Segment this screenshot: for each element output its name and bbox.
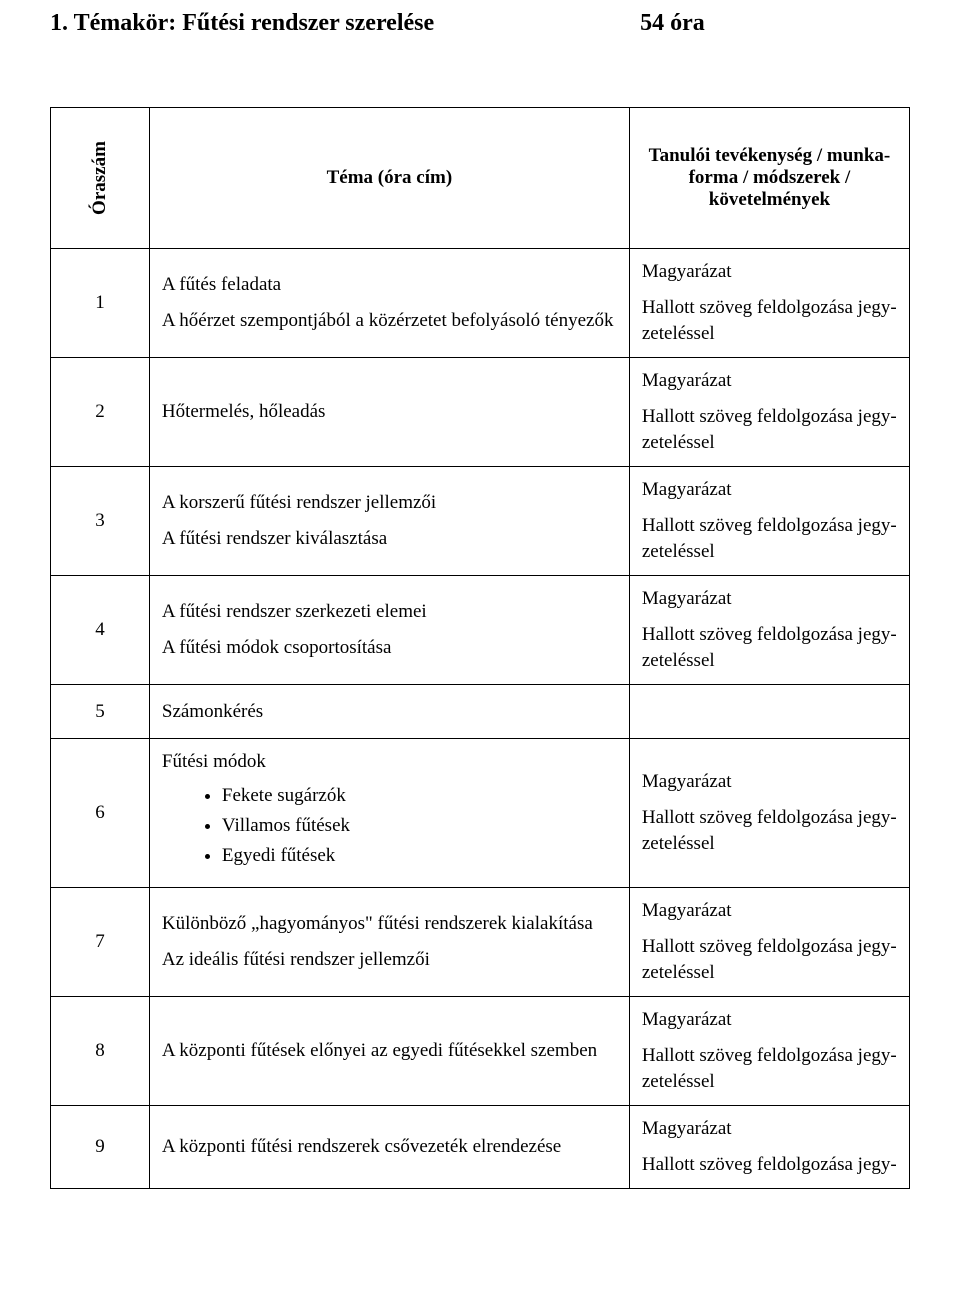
row-number: 2: [51, 358, 150, 467]
row-number: 3: [51, 467, 150, 576]
row-number: 8: [51, 997, 150, 1106]
row-tema: Különböző „hagyományos" fűtési rendszere…: [149, 888, 629, 997]
page-title: 1. Témakör: Fűtési rendszer szerelése 54…: [50, 10, 910, 37]
row-tema: A korszerű fűtési rendszer jellemzői A f…: [149, 467, 629, 576]
row-tema: Hőtermelés, hőleadás: [149, 358, 629, 467]
table-row: 3 A korszerű fűtési rendszer jellemzői A…: [51, 467, 910, 576]
table-row: 7 Különböző „hagyományos" fűtési rendsze…: [51, 888, 910, 997]
table-header-row: Óraszám Téma (óra cím) Tanulói tevékenys…: [51, 108, 910, 249]
row-tema: A fűtés feladata A hőérzet szempontjából…: [149, 249, 629, 358]
row-activity: Magyarázat Hallott szöveg feldolgozása j…: [629, 739, 909, 888]
table-row: 2 Hőtermelés, hőleadás Magyarázat Hallot…: [51, 358, 910, 467]
curriculum-table: Óraszám Téma (óra cím) Tanulói tevékenys…: [50, 107, 910, 1189]
header-tema: Téma (óra cím): [149, 108, 629, 249]
header-oraszam: Óraszám: [51, 108, 150, 249]
row-activity: Magyarázat Hallott szöveg feldolgozása j…: [629, 997, 909, 1106]
row-activity: Magyarázat Hallott szöveg feldolgozása j…: [629, 576, 909, 685]
row-activity: Magyarázat Hallott szöveg feldolgozása j…: [629, 467, 909, 576]
bullet-item: Egyedi fűtések: [222, 841, 617, 871]
row-number: 7: [51, 888, 150, 997]
table-row: 8 A központi fűtések előnyei az egyedi f…: [51, 997, 910, 1106]
header-tanuloi: Tanulói tevékenység / munka-forma / móds…: [629, 108, 909, 249]
title-left: 1. Témakör: Fűtési rendszer szerelése: [50, 10, 434, 36]
table-row: 5 Számonkérés: [51, 685, 910, 739]
table-row: 1 A fűtés feladata A hőérzet szempontjáb…: [51, 249, 910, 358]
row-number: 1: [51, 249, 150, 358]
row-activity: Magyarázat Hallott szöveg feldolgozása j…: [629, 249, 909, 358]
row-tema: Fűtési módok Fekete sugárzók Villamos fű…: [149, 739, 629, 888]
row-tema: A központi fűtési rendszerek csővezeték …: [149, 1106, 629, 1189]
table-row: 9 A központi fűtési rendszerek csővezeté…: [51, 1106, 910, 1189]
row-activity: Magyarázat Hallott szöveg feldolgozása j…: [629, 358, 909, 467]
row-number: 4: [51, 576, 150, 685]
bullet-item: Villamos fűtések: [222, 811, 617, 841]
table-row: 6 Fűtési módok Fekete sugárzók Villamos …: [51, 739, 910, 888]
row-number: 6: [51, 739, 150, 888]
row-tema: Számonkérés: [149, 685, 629, 739]
bullet-list: Fekete sugárzók Villamos fűtések Egyedi …: [162, 781, 617, 871]
row-activity: Magyarázat Hallott szöveg feldolgozása j…: [629, 888, 909, 997]
row-tema: A központi fűtések előnyei az egyedi fűt…: [149, 997, 629, 1106]
row-tema: A fűtési rendszer szerkezeti elemei A fű…: [149, 576, 629, 685]
bullet-item: Fekete sugárzók: [222, 781, 617, 811]
row-number: 9: [51, 1106, 150, 1189]
row-activity: Magyarázat Hallott szöveg feldolgozása j…: [629, 1106, 909, 1189]
table-row: 4 A fűtési rendszer szerkezeti elemei A …: [51, 576, 910, 685]
title-hours: 54 óra: [640, 10, 705, 37]
row-activity-empty: [629, 685, 909, 739]
row-number: 5: [51, 685, 150, 739]
